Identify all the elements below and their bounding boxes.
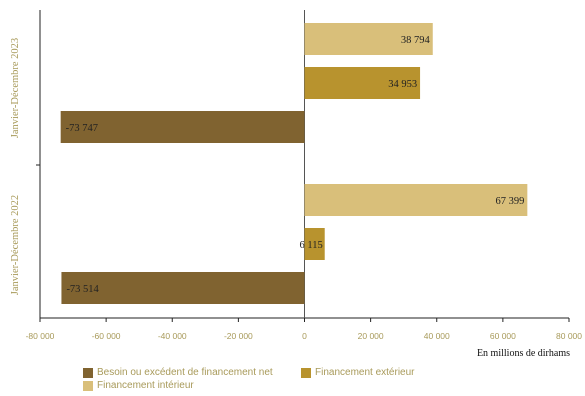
legend-swatch-interieur [83,380,93,391]
bar-financement-exterieur [304,67,421,99]
label-besoin-financement: -73 747 [66,123,98,134]
x-tick-label: -20 000 [224,331,253,341]
x-tick-label: -80 000 [26,331,55,341]
x-axis-title: En millions de dirhams [477,348,570,359]
label-financement-exterieur: 6 115 [299,240,322,251]
x-tick-label: 20 000 [358,331,384,341]
bar-financement-exterieur [304,228,325,260]
label-besoin-financement: -73 514 [66,284,99,295]
x-tick-label: -40 000 [158,331,187,341]
x-tick-label: 0 [302,331,307,341]
bar-besoin-financement [60,111,305,143]
legend-item-exterieur: Financement extérieur [301,367,415,378]
x-tick-label: 60 000 [490,331,516,341]
chart-category-labels: Janvier-Décembre 2023 Janvier-Décembre 20… [10,38,21,295]
legend-label-exterieur: Financement extérieur [315,367,415,378]
legend-swatch-besoin [83,367,93,378]
chart-axes [36,10,569,319]
label-financement-interieur: 38 794 [401,35,431,46]
label-financement-interieur: 67 399 [495,196,524,207]
legend-label-interieur: Financement intérieur [97,380,194,391]
legend-item-interieur: Financement intérieur [83,380,194,391]
x-tick-label: 80 000 [556,331,582,341]
bar-financement-interieur [304,184,528,216]
legend-swatch-exterieur [301,367,311,378]
label-financement-exterieur: 34 953 [388,79,417,90]
x-tick-label: 40 000 [424,331,450,341]
chart-x-ticks: -80 000 -60 000 -40 000 -20 000 0 20 000 40 00… [26,318,582,341]
y-category-label: Janvier-Décembre 2023 [10,38,21,138]
bar-besoin-financement [61,272,305,304]
legend-label-besoin: Besoin ou excédent de financement net [97,367,273,378]
chart-bars [60,23,528,304]
x-tick-label: -60 000 [92,331,121,341]
chart-data-labels: 38 794 34 953 -73 747 67 399 6 115 -73 514 [66,35,525,295]
bar-financement-interieur [304,23,433,55]
y-category-label: Janvier-Décembre 2022 [10,195,21,295]
legend-item-besoin: Besoin ou excédent de financement net [83,367,273,378]
